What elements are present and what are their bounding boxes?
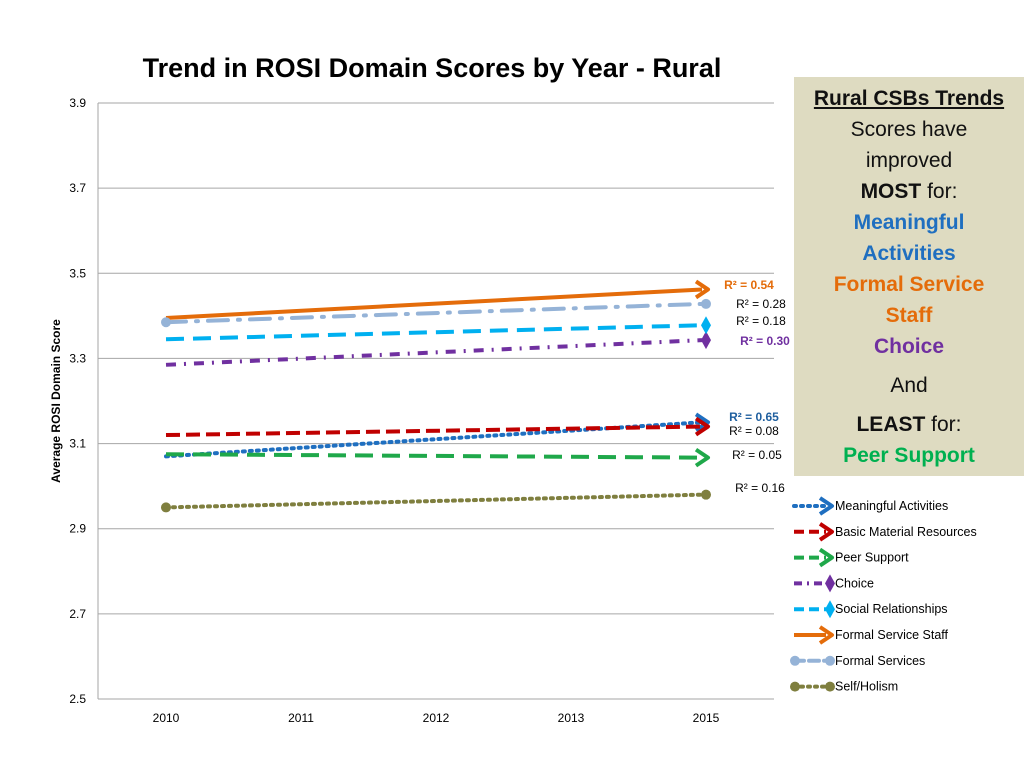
panel-line-2: improved <box>865 149 953 172</box>
y-tick-label: 3.7 <box>69 181 86 195</box>
end-marker <box>701 316 711 335</box>
y-axis-label: Average ROSI Domain Score <box>49 319 63 483</box>
legend: Meaningful Activities Basic Material Reso… <box>790 496 977 694</box>
y-tick-label: 2.5 <box>69 692 86 706</box>
legend-item: Self/Holism <box>790 680 898 694</box>
r2-label: R² = 0.08 <box>729 424 779 438</box>
legend-item: Choice <box>794 574 874 593</box>
series-formal-services <box>161 298 711 328</box>
series-social-relationships <box>165 316 711 342</box>
y-tick-label: 2.9 <box>69 522 86 536</box>
end-marker <box>694 279 710 300</box>
r2-label: R² = 0.28 <box>736 297 786 311</box>
legend-label: Self/Holism <box>835 680 898 694</box>
least-for: for: <box>925 413 962 436</box>
legend-label: Formal Services <box>835 654 925 668</box>
panel-least-line: LEAST for: <box>794 409 1024 440</box>
legend-label: Peer Support <box>835 551 909 565</box>
chart-title: Trend in ROSI Domain Scores by Year - Ru… <box>143 53 722 83</box>
most-item-meaningful-2: Activities <box>862 242 956 265</box>
legend-marker <box>825 681 835 692</box>
legend-marker <box>825 574 835 593</box>
series-basic-material-resources <box>165 416 710 438</box>
legend-item: Formal Services <box>790 654 925 668</box>
legend-label: Social Relationships <box>835 602 948 616</box>
trend-line <box>164 301 704 325</box>
rural-trends-panel: Rural CSBs Trends Scores have improved M… <box>794 77 1024 476</box>
series-peer-support <box>165 447 710 468</box>
legend-item: Peer Support <box>794 547 909 568</box>
legend-label: Basic Material Resources <box>835 525 977 539</box>
x-tick-label: 2011 <box>288 711 314 725</box>
trend-line <box>164 420 704 459</box>
x-tick-label: 2012 <box>423 711 450 725</box>
legend-marker-start <box>790 655 800 666</box>
end-marker <box>694 447 710 468</box>
start-marker <box>161 317 171 328</box>
r2-label: R² = 0.54 <box>724 278 774 292</box>
start-marker <box>161 502 171 513</box>
y-tick-label: 3.3 <box>69 351 86 365</box>
legend-item: Social Relationships <box>794 600 948 619</box>
legend-item: Formal Service Staff <box>794 625 949 645</box>
x-tick-labels: 2010 2011 2012 2013 2015 <box>153 711 720 725</box>
end-marker <box>701 331 711 350</box>
legend-marker <box>818 625 834 645</box>
y-tick-label: 3.5 <box>69 266 86 280</box>
r2-label: R² = 0.65 <box>729 410 779 424</box>
legend-label: Meaningful Activities <box>835 499 948 513</box>
legend-item: Meaningful Activities <box>792 496 948 516</box>
panel-and: And <box>890 374 928 397</box>
trend-line <box>165 338 703 367</box>
panel-line-1: Scores have <box>850 118 968 141</box>
end-marker <box>701 298 711 309</box>
x-tick-label: 2010 <box>153 711 180 725</box>
end-marker <box>694 416 710 437</box>
trend-line <box>165 452 703 460</box>
legend-marker <box>818 496 834 516</box>
x-tick-label: 2013 <box>558 711 585 725</box>
panel-heading: Rural CSBs Trends <box>813 87 1005 110</box>
most-item-choice: Choice <box>873 335 944 358</box>
least-label: LEAST <box>856 413 926 436</box>
trend-line <box>164 492 704 510</box>
most-item-meaningful-1: Meaningful <box>853 211 965 234</box>
most-label: MOST <box>860 180 922 203</box>
series-formal-service-staff <box>165 279 710 320</box>
trend-line <box>165 323 703 342</box>
most-item-formal-1: Formal Service <box>833 273 985 296</box>
legend-marker <box>818 522 834 542</box>
y-tick-label: 3.1 <box>69 437 86 451</box>
legend-item: Basic Material Resources <box>794 522 977 542</box>
legend-label: Formal Service Staff <box>835 628 949 642</box>
y-tick-label: 3.9 <box>69 96 86 110</box>
most-item-formal-2: Staff <box>885 304 933 327</box>
y-tick-labels: 2.5 2.7 2.9 3.1 3.3 3.5 3.7 3.9 <box>69 96 86 706</box>
series-choice <box>165 331 711 367</box>
least-item-peer: Peer Support <box>843 444 975 467</box>
trend-line <box>165 287 703 320</box>
end-marker <box>694 412 710 432</box>
r2-label: R² = 0.18 <box>736 314 786 328</box>
legend-marker <box>825 600 835 619</box>
most-for: for: <box>921 180 958 203</box>
trend-line <box>165 424 703 438</box>
legend-marker <box>825 655 835 666</box>
r2-label: R² = 0.16 <box>735 481 785 495</box>
end-marker <box>701 489 711 500</box>
r2-label: R² = 0.05 <box>732 448 782 462</box>
panel-most-line: MOST for: <box>794 176 1024 207</box>
legend-label: Choice <box>835 576 874 590</box>
x-tick-label: 2015 <box>693 711 720 725</box>
legend-marker <box>818 547 834 568</box>
legend-marker-start <box>790 681 800 692</box>
series-self-holism <box>161 489 711 513</box>
y-tick-label: 2.7 <box>69 607 86 621</box>
grid-layer <box>97 102 774 700</box>
series-layer <box>161 279 711 513</box>
r2-label: R² = 0.30 <box>740 334 790 348</box>
